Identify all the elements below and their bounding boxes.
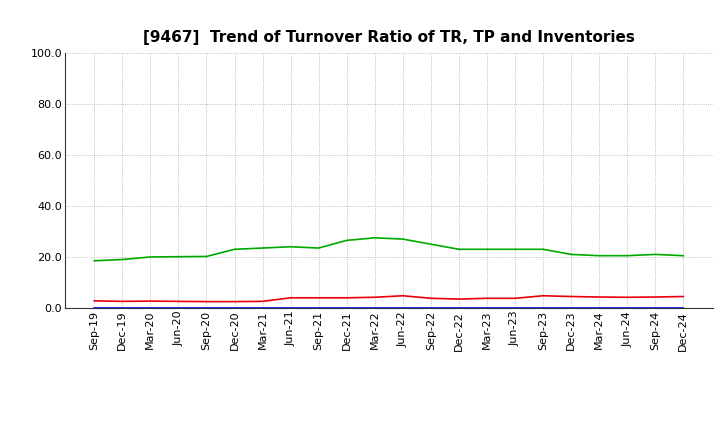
Inventories [623, 253, 631, 258]
Trade Payables [343, 305, 351, 310]
Trade Payables [146, 305, 155, 310]
Trade Payables [90, 305, 99, 310]
Trade Receivables [371, 295, 379, 300]
Trade Payables [202, 305, 211, 310]
Trade Receivables [174, 299, 183, 304]
Inventories [510, 247, 519, 252]
Trade Receivables [315, 295, 323, 301]
Inventories [258, 246, 267, 251]
Inventories [482, 247, 491, 252]
Inventories [454, 247, 463, 252]
Trade Payables [287, 305, 295, 310]
Trade Receivables [118, 299, 127, 304]
Inventories [595, 253, 603, 258]
Trade Receivables [651, 294, 660, 300]
Inventories [146, 254, 155, 260]
Trade Receivables [510, 296, 519, 301]
Trade Receivables [287, 295, 295, 301]
Trade Payables [651, 305, 660, 310]
Inventories [90, 258, 99, 264]
Trade Receivables [595, 294, 603, 300]
Trade Receivables [202, 299, 211, 304]
Trade Payables [595, 305, 603, 310]
Inventories [426, 242, 435, 247]
Inventories [202, 254, 211, 259]
Trade Receivables [343, 295, 351, 301]
Trade Payables [258, 305, 267, 310]
Inventories [118, 257, 127, 262]
Trade Payables [567, 305, 575, 310]
Inventories [679, 253, 688, 258]
Trade Payables [482, 305, 491, 310]
Trade Payables [230, 305, 239, 310]
Trade Receivables [623, 295, 631, 300]
Trade Receivables [398, 293, 407, 298]
Inventories [230, 247, 239, 252]
Trade Receivables [426, 296, 435, 301]
Trade Payables [679, 305, 688, 310]
Trade Payables [398, 305, 407, 310]
Inventories [287, 244, 295, 249]
Title: [9467]  Trend of Turnover Ratio of TR, TP and Inventories: [9467] Trend of Turnover Ratio of TR, TP… [143, 29, 635, 45]
Inventories [398, 236, 407, 242]
Inventories [539, 247, 547, 252]
Trade Payables [539, 305, 547, 310]
Trade Receivables [482, 296, 491, 301]
Trade Payables [454, 305, 463, 310]
Legend: Trade Receivables, Trade Payables, Inventories: Trade Receivables, Trade Payables, Inven… [179, 437, 598, 440]
Inventories [371, 235, 379, 240]
Trade Receivables [258, 299, 267, 304]
Trade Receivables [146, 298, 155, 304]
Trade Receivables [539, 293, 547, 298]
Inventories [315, 246, 323, 251]
Line: Trade Receivables: Trade Receivables [94, 296, 683, 302]
Trade Payables [371, 305, 379, 310]
Trade Payables [315, 305, 323, 310]
Trade Receivables [230, 299, 239, 304]
Trade Payables [174, 305, 183, 310]
Trade Receivables [567, 294, 575, 299]
Inventories [343, 238, 351, 243]
Line: Inventories: Inventories [94, 238, 683, 261]
Trade Payables [510, 305, 519, 310]
Inventories [567, 252, 575, 257]
Inventories [174, 254, 183, 259]
Trade Payables [118, 305, 127, 310]
Trade Receivables [90, 298, 99, 304]
Trade Payables [426, 305, 435, 310]
Trade Receivables [679, 294, 688, 299]
Trade Payables [623, 305, 631, 310]
Inventories [651, 252, 660, 257]
Trade Receivables [454, 297, 463, 302]
